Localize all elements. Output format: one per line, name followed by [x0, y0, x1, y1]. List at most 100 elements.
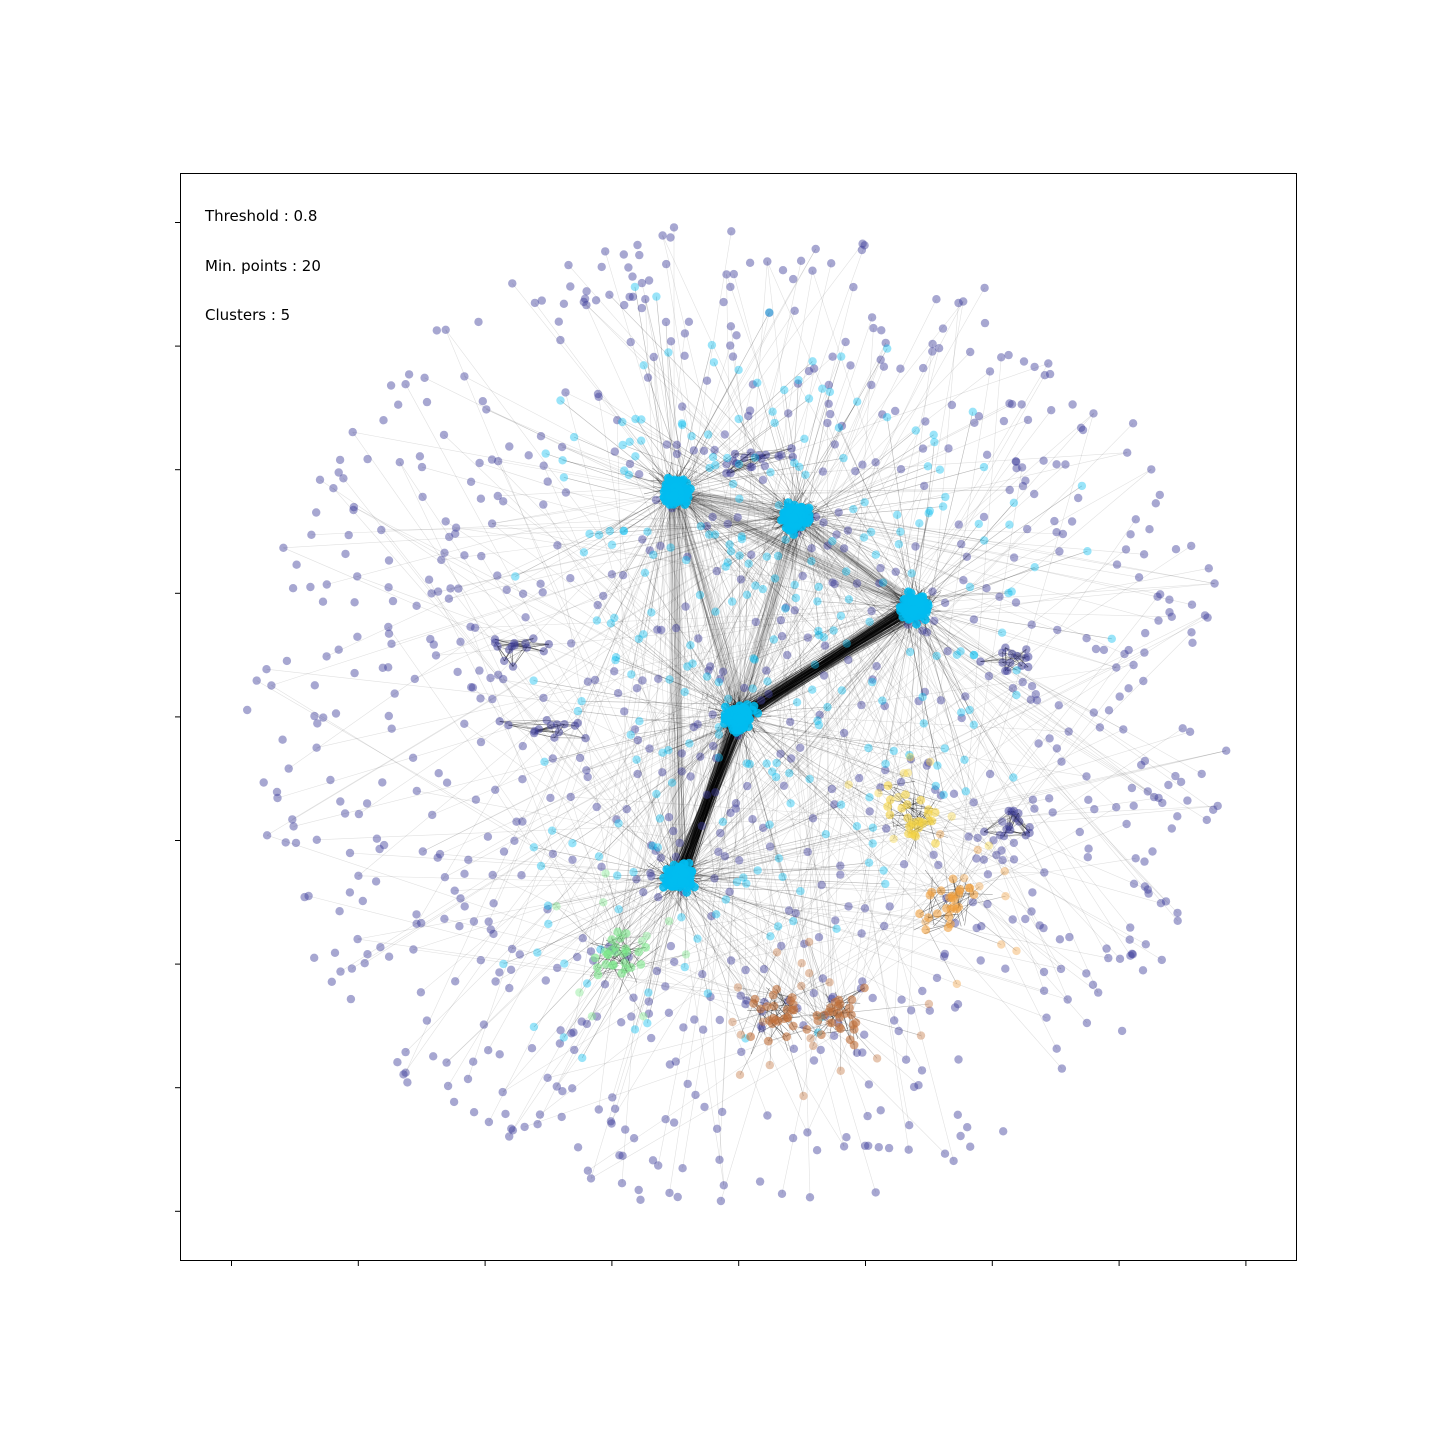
- noise-node: [736, 575, 746, 584]
- bundle-edge: [670, 487, 747, 720]
- cluster-edge: [439, 853, 682, 876]
- cluster-edge: [572, 732, 737, 844]
- cluster-edge: [769, 485, 925, 1021]
- bundle-edge: [684, 715, 741, 880]
- cluster-edge: [668, 817, 773, 1024]
- noise-node: [811, 244, 820, 254]
- noise-node: [809, 989, 818, 998]
- noise-node: [1154, 793, 1163, 803]
- cluster-edge: [827, 422, 830, 1012]
- cluster-edge: [682, 874, 947, 899]
- bundle-edge: [743, 610, 914, 725]
- bundle-edge: [677, 719, 739, 868]
- noise-node: [350, 598, 359, 607]
- noise-node: [699, 446, 709, 455]
- cluster-edge: [675, 492, 779, 506]
- cluster-edge: [650, 712, 738, 874]
- noise-node: [466, 622, 475, 631]
- cluster-node: [915, 909, 924, 919]
- noise-node: [427, 589, 436, 598]
- bundle-edge: [741, 516, 793, 716]
- cluster-edge: [358, 875, 942, 891]
- cluster-edge: [448, 516, 809, 599]
- cluster-edge: [672, 851, 808, 871]
- noise-node: [520, 1122, 529, 1132]
- cluster-edge: [706, 511, 794, 677]
- cluster-node: [614, 819, 623, 828]
- cluster-edge: [732, 261, 768, 721]
- noise-node: [1012, 464, 1021, 473]
- noise-node: [891, 567, 900, 576]
- noise-node: [1026, 695, 1036, 704]
- noise-node: [629, 1134, 639, 1143]
- noise-node: [677, 749, 686, 758]
- cluster-node: [655, 814, 665, 823]
- noise-node: [844, 902, 853, 911]
- noise-node: [418, 492, 427, 502]
- cluster-edge: [456, 527, 923, 600]
- noise-node: [539, 461, 548, 470]
- bundle-edge: [743, 607, 920, 713]
- cluster-edge: [757, 630, 819, 714]
- cluster-edge: [726, 464, 793, 516]
- noise-node: [652, 966, 662, 976]
- cluster-edge: [583, 492, 675, 553]
- cluster-node: [744, 559, 753, 568]
- cluster-node: [703, 430, 713, 439]
- cluster-edge: [732, 711, 876, 1193]
- cluster-edge: [800, 509, 964, 581]
- cluster-edge: [343, 478, 761, 1010]
- cluster-edge: [931, 729, 1124, 822]
- cluster-edge: [681, 750, 1227, 874]
- noise-node: [828, 352, 837, 361]
- cluster-edge: [676, 874, 907, 1060]
- cluster-node: [753, 708, 763, 718]
- noise-node: [665, 1188, 674, 1198]
- cluster-edge: [641, 419, 785, 518]
- cluster-edge: [486, 409, 924, 600]
- bundle-edge: [688, 495, 794, 528]
- cluster-edge: [497, 485, 683, 497]
- noise-node: [968, 898, 977, 907]
- bundle-edge: [673, 489, 797, 511]
- cluster-edge: [674, 699, 1032, 887]
- bundle-edge: [682, 711, 740, 880]
- noise-node: [718, 667, 728, 676]
- bundle-edge: [681, 721, 738, 879]
- cluster-edge: [556, 871, 685, 1087]
- bundle-edge: [746, 518, 799, 712]
- noise-node: [390, 689, 399, 698]
- cluster-node: [848, 1020, 858, 1029]
- noise-node: [291, 838, 301, 848]
- noise-node: [961, 692, 970, 701]
- cluster-node: [718, 817, 727, 826]
- cluster-edge: [797, 383, 923, 605]
- cluster-node: [735, 1070, 745, 1080]
- cluster-edge: [316, 611, 915, 748]
- bundle-edge: [669, 495, 682, 875]
- noise-node: [417, 918, 426, 928]
- noise-node: [731, 799, 741, 808]
- bundle-edge: [733, 600, 914, 706]
- noise-node: [696, 752, 705, 761]
- cluster-edge: [492, 523, 901, 612]
- noise-node: [1089, 708, 1099, 717]
- cluster-node: [800, 434, 809, 443]
- bundle-edge: [675, 494, 752, 718]
- cluster-edge: [506, 492, 681, 591]
- noise-node: [500, 656, 509, 666]
- bundle-edge: [673, 488, 677, 876]
- noise-node: [920, 687, 930, 697]
- bundle-edge: [683, 711, 742, 874]
- bundle-edge: [746, 612, 920, 714]
- bundle-edge: [683, 719, 740, 880]
- noise-node: [880, 921, 889, 931]
- cluster-node: [859, 533, 869, 542]
- bundle-edge: [672, 494, 681, 879]
- cluster-edge: [623, 516, 713, 954]
- cluster-edge: [690, 398, 810, 490]
- noise-node: [1052, 744, 1062, 753]
- cluster-node: [749, 654, 758, 663]
- noise-node: [335, 455, 345, 465]
- noise-node: [440, 873, 450, 882]
